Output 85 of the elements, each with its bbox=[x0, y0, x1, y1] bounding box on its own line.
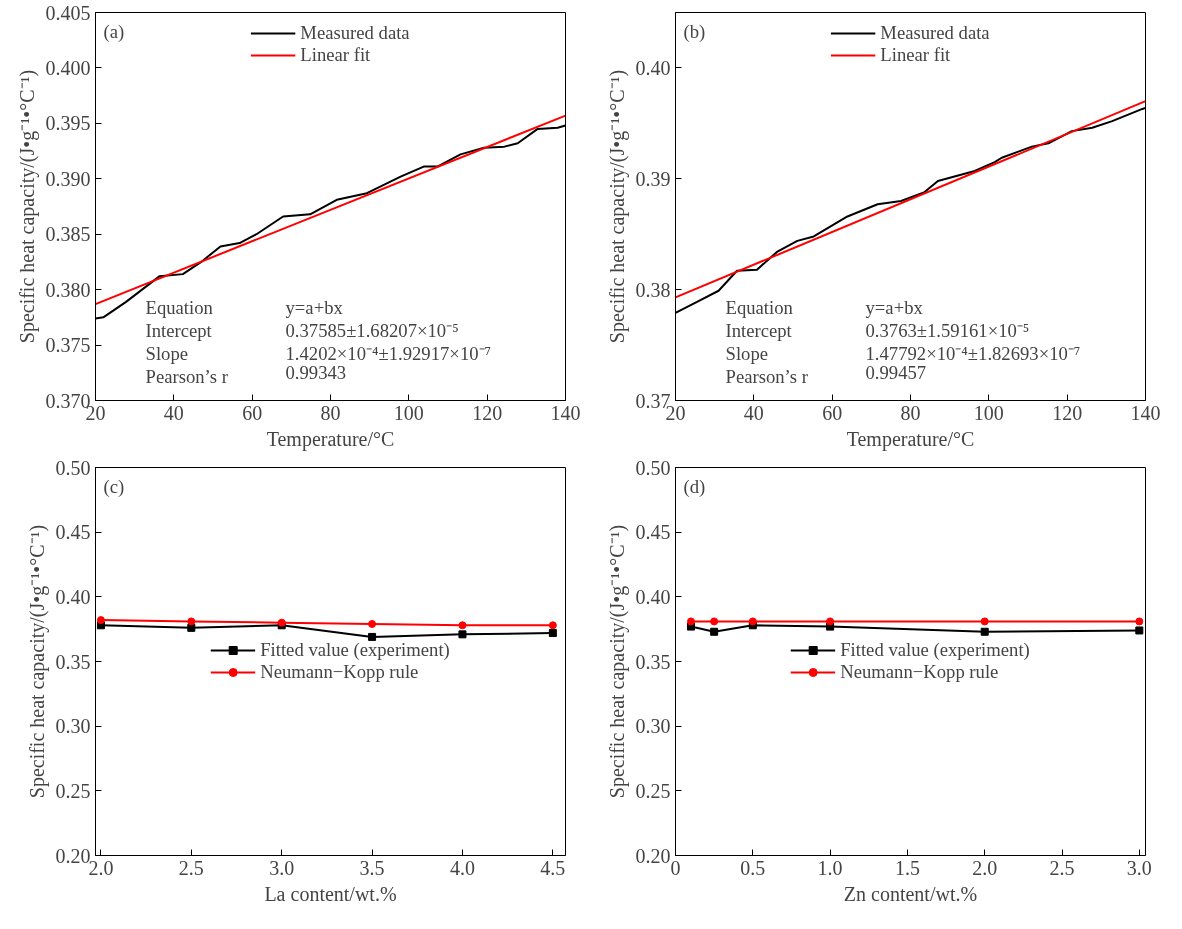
y-tick-label: 0.35 bbox=[635, 650, 671, 673]
legend-label: Neumann−Kopp rule bbox=[260, 661, 419, 683]
annotation: Slope bbox=[145, 342, 188, 364]
y-tick-label: 0.30 bbox=[635, 715, 671, 738]
annotation: Equation bbox=[725, 296, 794, 318]
chart-title: (d) bbox=[683, 475, 706, 498]
x-tick-label: 3.5 bbox=[359, 856, 385, 879]
x-axis-title: Temperature/°C bbox=[846, 427, 975, 451]
x-tick-label: 4.0 bbox=[449, 856, 475, 879]
y-tick-label: 0.50 bbox=[55, 456, 91, 479]
annotation: 1.47792×10⁻⁴±1.82693×10⁻⁷ bbox=[865, 342, 1081, 364]
x-tick-label: 3.0 bbox=[269, 856, 295, 879]
annotation: Equation bbox=[145, 296, 214, 318]
y-tick-label: 0.35 bbox=[55, 650, 91, 673]
x-tick-label: 3.0 bbox=[1126, 856, 1152, 879]
annotation: 1.4202×10⁻⁴±1.92917×10⁻⁷ bbox=[285, 342, 492, 364]
x-tick-label: 40 bbox=[743, 401, 764, 424]
x-tick-label: 100 bbox=[393, 401, 424, 424]
legend-label: Linear fit bbox=[880, 44, 951, 66]
y-tick-label: 0.400 bbox=[45, 56, 91, 79]
x-tick-label: 1.0 bbox=[817, 856, 843, 879]
x-tick-label: 0.5 bbox=[740, 856, 766, 879]
y-tick-label: 0.37 bbox=[635, 389, 671, 412]
x-tick-label: 2.5 bbox=[1049, 856, 1075, 879]
y-tick-label: 0.50 bbox=[635, 456, 671, 479]
annotation: y=a+bx bbox=[865, 296, 924, 318]
y-tick-label: 0.390 bbox=[45, 167, 91, 190]
y-axis-title: Specific heat capacity/(J•g⁻¹•°C⁻¹) bbox=[15, 69, 39, 344]
y-tick-label: 0.45 bbox=[55, 521, 91, 544]
annotation: 0.99343 bbox=[285, 361, 347, 383]
annotation: 0.37585±1.68207×10⁻⁵ bbox=[285, 319, 459, 341]
y-tick-label: 0.405 bbox=[45, 1, 91, 24]
y-tick-label: 0.40 bbox=[55, 585, 91, 608]
legend-label: Neumann−Kopp rule bbox=[840, 661, 999, 683]
x-axis-title: Zn content/wt.% bbox=[843, 882, 978, 905]
annotation: Intercept bbox=[725, 319, 793, 341]
y-tick-label: 0.395 bbox=[45, 112, 91, 135]
x-axis-title: La content/wt.% bbox=[264, 882, 397, 905]
y-axis-title: Specific heat capacity/(J•g⁻¹•°C⁻¹) bbox=[25, 524, 49, 799]
x-tick-label: 140 bbox=[550, 401, 581, 424]
x-tick-label: 140 bbox=[1130, 401, 1161, 424]
x-tick-label: 2.5 bbox=[178, 856, 204, 879]
x-tick-label: 120 bbox=[1052, 401, 1083, 424]
x-tick-label: 40 bbox=[163, 401, 184, 424]
x-tick-label: 60 bbox=[822, 401, 843, 424]
x-tick-label: 100 bbox=[973, 401, 1004, 424]
text: (b) bbox=[683, 20, 706, 43]
legend-label: Fitted value (experiment) bbox=[840, 639, 1030, 661]
y-tick-label: 0.375 bbox=[45, 334, 91, 357]
chart-title: (a) bbox=[103, 20, 125, 43]
y-tick-label: 0.20 bbox=[55, 844, 91, 867]
legend-label: Fitted value (experiment) bbox=[260, 639, 450, 661]
y-axis-title: Specific heat capacity/(J•g⁻¹•°C⁻¹) bbox=[605, 524, 629, 799]
x-tick-label: 2.0 bbox=[972, 856, 998, 879]
annotation: Pearson’s r bbox=[145, 365, 229, 387]
annotation: Intercept bbox=[145, 319, 213, 341]
x-tick-label: 80 bbox=[900, 401, 921, 424]
y-tick-label: 0.40 bbox=[635, 585, 671, 608]
x-axis-title: Temperature/°C bbox=[266, 427, 395, 451]
y-tick-label: 0.39 bbox=[635, 167, 671, 190]
x-tick-label: 120 bbox=[472, 401, 503, 424]
x-tick-label: 1.5 bbox=[894, 856, 920, 879]
y-tick-label: 0.40 bbox=[635, 56, 671, 79]
y-axis-title: Specific heat capacity/(J•g⁻¹•°C⁻¹) bbox=[605, 69, 629, 344]
y-tick-label: 0.20 bbox=[635, 844, 671, 867]
legend-label: Linear fit bbox=[300, 44, 371, 66]
x-tick-label: 4.5 bbox=[540, 856, 566, 879]
y-tick-label: 0.38 bbox=[635, 278, 671, 301]
y-tick-label: 0.25 bbox=[635, 779, 671, 802]
y-tick-label: 0.45 bbox=[635, 521, 671, 544]
y-tick-label: 0.30 bbox=[55, 715, 91, 738]
legend-label: Measured data bbox=[880, 22, 990, 44]
annotation: Pearson’s r bbox=[725, 365, 809, 387]
chart-title: (c) bbox=[103, 475, 125, 498]
y-tick-label: 0.25 bbox=[55, 779, 91, 802]
x-tick-label: 0 bbox=[670, 856, 681, 879]
legend-label: Measured data bbox=[300, 22, 410, 44]
annotation: y=a+bx bbox=[285, 296, 344, 318]
y-tick-label: 0.385 bbox=[45, 223, 91, 246]
annotation: Slope bbox=[725, 342, 768, 364]
annotation: 0.3763±1.59161×10⁻⁵ bbox=[865, 319, 1030, 341]
x-tick-label: 80 bbox=[320, 401, 341, 424]
annotation: 0.99457 bbox=[865, 361, 927, 383]
x-tick-label: 60 bbox=[242, 401, 263, 424]
y-tick-label: 0.380 bbox=[45, 278, 91, 301]
